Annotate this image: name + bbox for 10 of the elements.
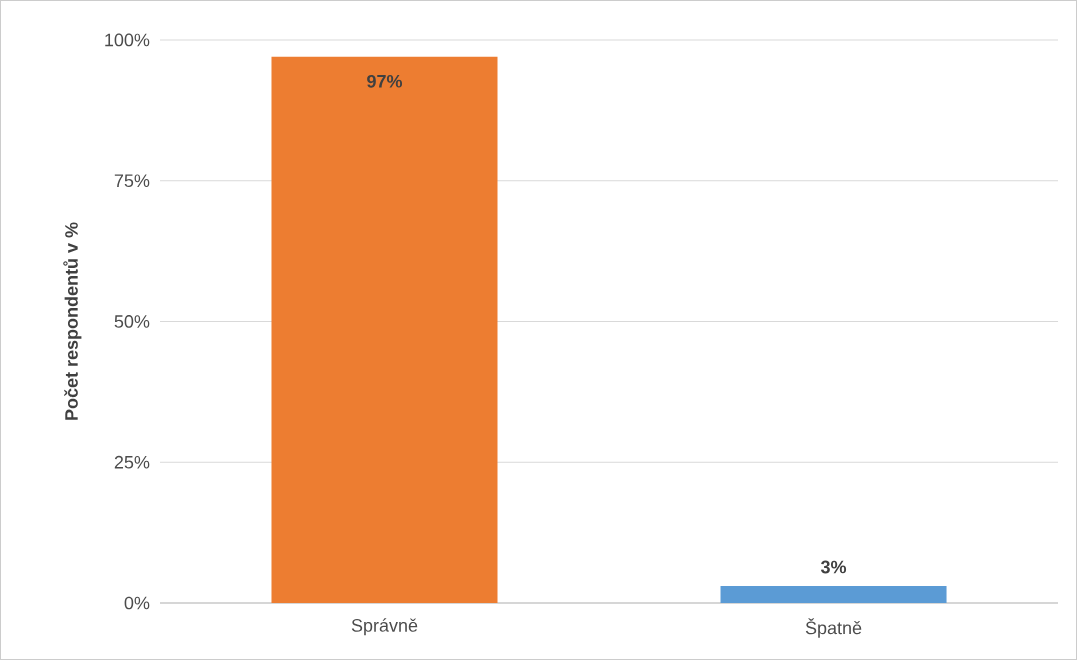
y-axis-title: Počet respondentů v % bbox=[63, 222, 82, 420]
data-label: 97% bbox=[367, 74, 403, 88]
x-tick-label: Špatně bbox=[805, 618, 862, 638]
y-tick-label: 25% bbox=[114, 455, 150, 469]
y-tick-label: 75% bbox=[114, 174, 150, 188]
y-tick-label: 100% bbox=[105, 33, 150, 47]
x-tick-label: Správně bbox=[351, 618, 418, 636]
y-tick-label: 0% bbox=[124, 596, 150, 610]
y-tick-label: 50% bbox=[114, 315, 150, 328]
data-label: 3% bbox=[820, 560, 847, 574]
